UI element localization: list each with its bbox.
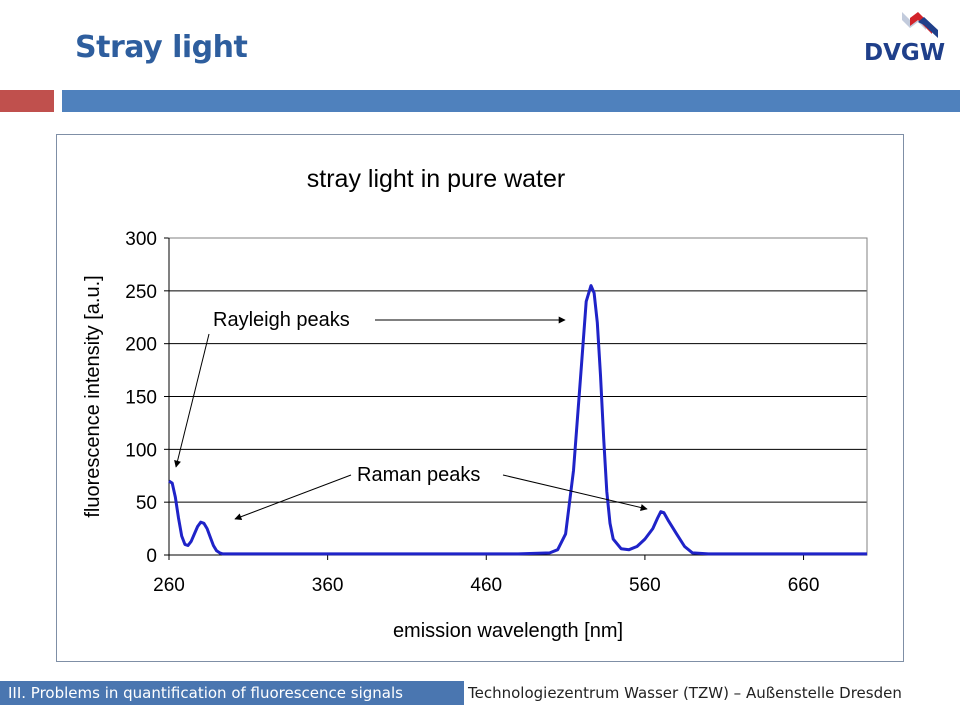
footer-organization: Technologiezentrum Wasser (TZW) – Außens… [468, 684, 902, 702]
tick-label-y: 150 [125, 388, 157, 409]
dvgw-logo: DVGW [864, 12, 945, 66]
tick-label-y: 300 [125, 229, 157, 250]
y-axis-label: fluorescence intensity [a.u.] [82, 275, 104, 517]
tick-label-x: 460 [470, 575, 502, 596]
arrow-raman-left [234, 474, 352, 521]
stray-light-chart: stray light in pure water 0 50 100 150 200 250… [82, 165, 868, 642]
tick-label-y: 50 [136, 493, 157, 514]
tick-label-y: 250 [125, 282, 157, 303]
chart-frame: stray light in pure water 0 50 100 150 200 250… [56, 134, 904, 662]
tick-label-y: 0 [146, 546, 157, 567]
arrow-rayleigh-left [174, 333, 210, 468]
tick-label-y: 200 [125, 335, 157, 356]
tick-label-y: 100 [125, 440, 157, 461]
tick-label-x: 560 [629, 575, 661, 596]
logo-swoosh-blue [918, 17, 938, 38]
tick-label-x: 660 [788, 575, 820, 596]
header-accent-blue [62, 90, 960, 112]
arrow-raman-right [502, 474, 648, 511]
annotation-rayleigh: Rayleigh peaks [213, 309, 350, 331]
header-accent-red [0, 90, 54, 112]
footer-section-label: III. Problems in quantification of fluor… [0, 681, 464, 705]
series-line [168, 284, 867, 556]
logo-wordmark: DVGW [864, 40, 945, 66]
chart-title: stray light in pure water [307, 165, 565, 193]
x-axis-label: emission wavelength [nm] [393, 620, 623, 642]
annotation-raman: Raman peaks [357, 464, 480, 486]
tick-label-x: 360 [312, 575, 344, 596]
tick-label-x: 260 [153, 575, 185, 596]
slide-title: Stray light [75, 30, 248, 65]
